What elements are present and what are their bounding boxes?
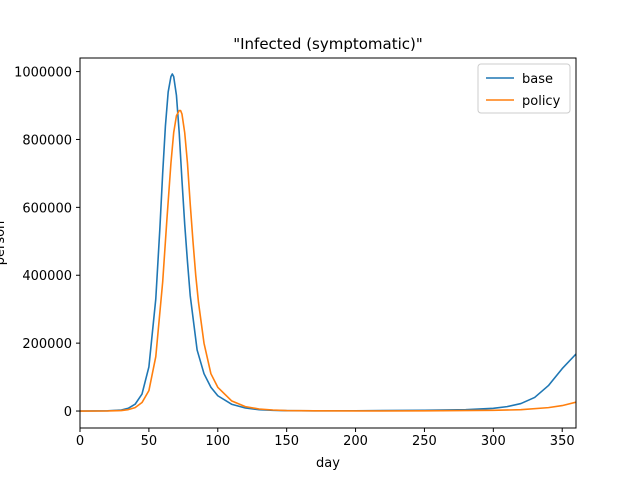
x-tick-label: 50 [141,434,158,449]
x-tick-label: 300 [481,434,506,449]
x-tick-label: 350 [550,434,575,449]
y-axis-label: person [0,221,8,266]
y-tick-label: 800000 [22,133,72,148]
y-tick-label: 400000 [22,269,72,284]
plot-frame [79,57,577,429]
x-axis-label: day [316,456,340,471]
x-tick-label: 150 [274,434,299,449]
chart-title: "Infected (symptomatic)" [233,35,423,53]
y-tick-label: 0 [64,405,72,420]
series-line-policy [80,109,576,412]
y-tick-label: 200000 [22,337,72,352]
y-tick-label: 600000 [22,201,72,216]
x-tick-label: 0 [76,434,84,449]
series-line-base [80,73,576,412]
x-tick-label: 250 [412,434,437,449]
legend-label-base: base [522,72,553,87]
legend-label-policy: policy [522,94,561,109]
y-tick-label: 1000000 [14,66,72,81]
x-tick-label: 200 [343,434,368,449]
x-tick-label: 100 [205,434,230,449]
